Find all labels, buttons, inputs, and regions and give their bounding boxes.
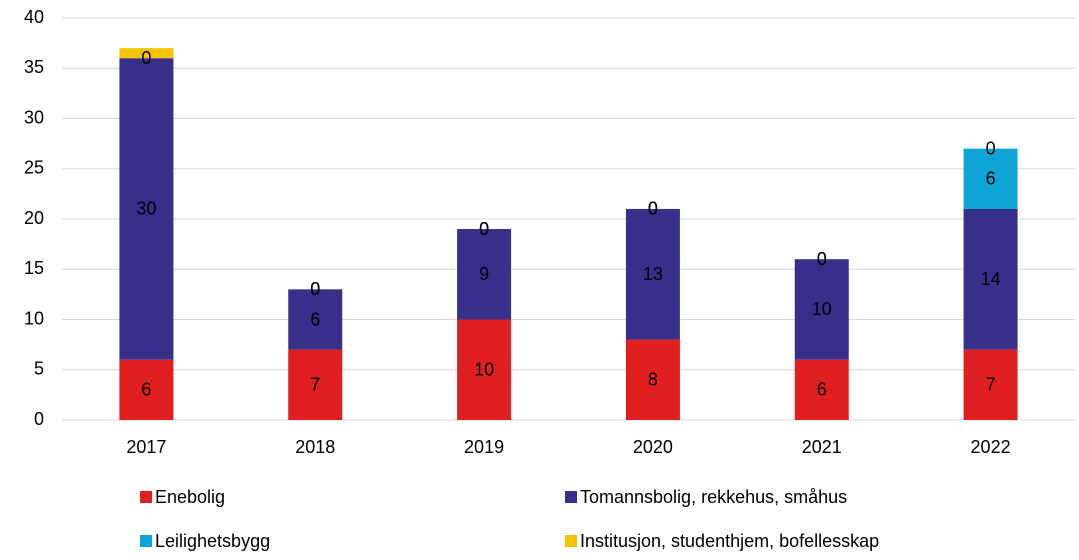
data-label: 0	[479, 219, 489, 239]
x-tick-label: 2022	[971, 437, 1011, 457]
data-label: 8	[648, 370, 658, 390]
legend-label: Leilighetsbygg	[155, 531, 270, 551]
data-label: 6	[310, 309, 320, 329]
legend-swatch	[140, 535, 152, 547]
bar-segment	[625, 339, 680, 420]
y-tick-label: 10	[24, 308, 44, 328]
y-tick-label: 0	[34, 409, 44, 429]
x-tick-label: 2021	[802, 437, 842, 457]
data-label: 13	[643, 264, 663, 284]
data-label: 0	[986, 138, 996, 158]
y-tick-label: 15	[24, 258, 44, 278]
y-tick-label: 40	[24, 7, 44, 27]
bar-segment	[963, 208, 1018, 350]
bar-segment	[288, 289, 343, 350]
data-label: 6	[817, 380, 827, 400]
data-label: 10	[474, 360, 494, 380]
y-tick-label: 5	[34, 359, 44, 379]
bar-segment	[457, 319, 512, 420]
data-label: 0	[141, 48, 151, 68]
data-label: 0	[479, 219, 489, 239]
data-label: 0	[817, 249, 827, 269]
x-tick-label: 2017	[126, 437, 166, 457]
bar-segment	[794, 259, 849, 360]
data-label: 0	[817, 249, 827, 269]
data-label: 0	[648, 199, 658, 219]
y-tick-label: 25	[24, 158, 44, 178]
data-label: 0	[310, 279, 320, 299]
data-label: 0	[310, 279, 320, 299]
legend-swatch	[140, 491, 152, 503]
bar-segment	[794, 359, 849, 420]
bar-segment	[119, 359, 174, 420]
legend-swatch	[565, 535, 577, 547]
bar-segment	[963, 148, 1018, 209]
x-tick-label: 2018	[295, 437, 335, 457]
legend-swatch	[565, 491, 577, 503]
y-tick-label: 35	[24, 57, 44, 77]
bar-segment	[963, 349, 1018, 420]
data-label: 14	[981, 269, 1001, 289]
legend-label: Tomannsbolig, rekkehus, småhus	[580, 487, 847, 507]
bar-segment	[288, 349, 343, 420]
data-label: 7	[986, 375, 996, 395]
y-tick-label: 20	[24, 208, 44, 228]
x-tick-label: 2020	[633, 437, 673, 457]
legend-label: Institusjon, studenthjem, bofellesskap	[580, 531, 879, 551]
data-label: 7	[310, 375, 320, 395]
bar-segment	[119, 58, 174, 360]
legend-label: Enebolig	[155, 487, 225, 507]
x-tick-label: 2019	[464, 437, 504, 457]
data-label: 10	[812, 299, 832, 319]
data-label: 6	[986, 169, 996, 189]
bar-segment	[457, 229, 512, 320]
data-label: 0	[648, 199, 658, 219]
bar-segment	[119, 48, 174, 59]
y-tick-label: 30	[24, 107, 44, 127]
data-label: 30	[136, 199, 156, 219]
data-label: 9	[479, 264, 489, 284]
data-label: 6	[141, 380, 151, 400]
bar-segment	[625, 208, 680, 340]
